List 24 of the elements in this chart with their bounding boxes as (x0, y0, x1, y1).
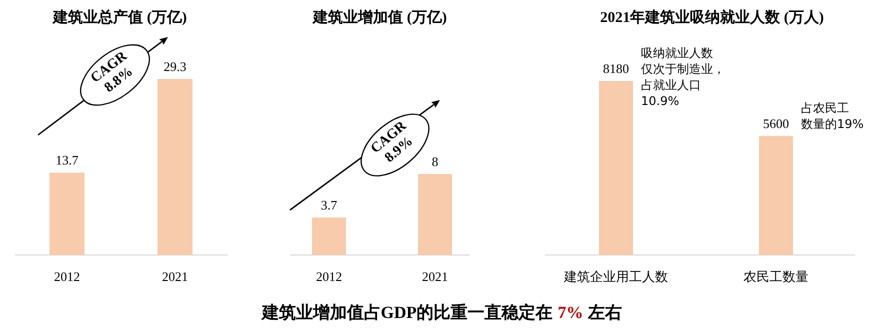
annotation: 仅次于制造业， (641, 62, 725, 76)
text: 7% (558, 303, 584, 322)
x-tick-label: 2012 (316, 269, 342, 284)
x-tick-label: 建筑企业用工人数 (563, 270, 668, 285)
chart-title: 2021年建筑业吸纳就业人数 (万人) (600, 9, 824, 26)
annotation: 吸纳就业人数 (641, 46, 713, 60)
annotation: 10.9% (641, 94, 680, 108)
text: 建筑业增加值占GDP的比重一直稳定在 (260, 303, 553, 322)
annotation: 占就业人口 (641, 78, 701, 92)
x-tick-label: 2012 (54, 269, 80, 284)
data-label: 13.7 (56, 152, 79, 168)
data-label: 8 (432, 154, 438, 169)
x-tick-label: 2021 (162, 269, 188, 284)
chart-title: 建筑业增加值 (万亿) (312, 9, 447, 26)
data-label: 8180 (603, 61, 629, 76)
annotation: 占农民工 (801, 100, 849, 115)
x-tick-label: 农民工数量 (744, 270, 808, 285)
data-label: 5600 (763, 116, 789, 131)
data-label: 29.3 (164, 59, 186, 74)
x-tick-label: 2021 (422, 269, 448, 284)
data-label: 3.7 (320, 198, 338, 213)
text: 左右 (587, 303, 622, 322)
annotation: 数量的19% (801, 116, 864, 131)
chart-title: 建筑业总产值 (万亿) (52, 9, 187, 26)
